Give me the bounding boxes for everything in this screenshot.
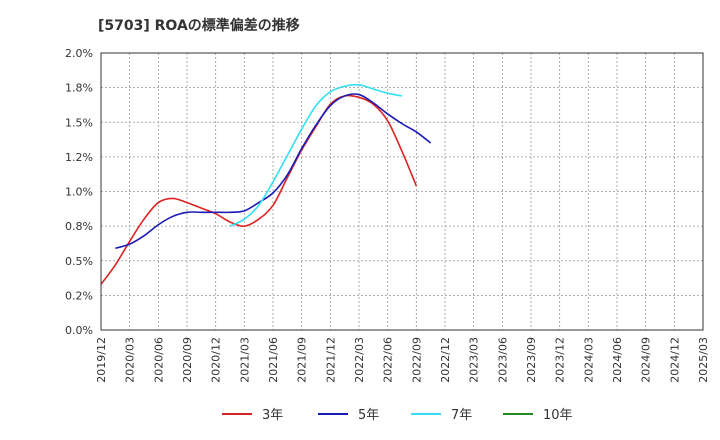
x-tick-labels: 2019/12 2020/03 2020/06 2020/09 2020/12 2021/… xyxy=(95,337,710,383)
y-tick-labels: 0.0% 0.2% 0.5% 0.8% 1.0% 1.2% 1.5% 1.8% 2.0% xyxy=(65,47,93,337)
x-tick-label: 2022/06 xyxy=(382,337,395,383)
y-tick-label: 1.5% xyxy=(65,116,93,129)
plot-frame xyxy=(100,52,704,331)
x-tick-label: 2020/03 xyxy=(124,337,137,383)
x-tick-label: 2024/06 xyxy=(611,337,624,383)
grid xyxy=(100,52,704,331)
x-tick-label: 2022/03 xyxy=(353,337,366,383)
x-tick-label: 2024/03 xyxy=(582,337,595,383)
x-tick-label: 2021/03 xyxy=(238,337,251,383)
legend: 3年 5年 7年 10年 xyxy=(222,408,573,423)
x-tick-label: 2021/06 xyxy=(267,337,280,383)
y-tick-label: 1.2% xyxy=(65,151,93,164)
series-line-2 xyxy=(115,93,432,250)
y-tick-label: 0.8% xyxy=(65,220,93,233)
x-tick-label: 2019/12 xyxy=(95,337,108,383)
y-tick-label: 1.0% xyxy=(65,186,93,199)
x-tick-label: 2023/03 xyxy=(468,337,481,383)
y-tick-label: 0.5% xyxy=(65,255,93,268)
x-tick-label: 2021/09 xyxy=(296,337,309,383)
x-tick-label: 2023/06 xyxy=(496,337,509,383)
series-line-1 xyxy=(100,94,418,285)
x-tick-label: 2022/12 xyxy=(439,337,452,383)
x-tick-label: 2020/06 xyxy=(152,337,165,383)
x-tick-label: 2023/12 xyxy=(554,337,567,383)
legend-label-4: 10年 xyxy=(543,408,573,423)
legend-label-1: 3年 xyxy=(262,408,283,423)
x-tick-label: 2023/09 xyxy=(525,337,538,383)
x-tick-label: 2024/09 xyxy=(640,337,653,383)
x-tick-label: 2022/09 xyxy=(410,337,423,383)
chart-title: [5703] ROAの標準偏差の推移 xyxy=(98,17,300,34)
x-tick-label: 2025/03 xyxy=(697,337,710,383)
x-tick-label: 2021/12 xyxy=(324,337,337,383)
y-tick-label: 0.2% xyxy=(65,289,93,302)
x-tick-label: 2020/09 xyxy=(181,337,194,383)
y-tick-label: 1.8% xyxy=(65,82,93,95)
series-line-3 xyxy=(229,83,403,227)
series-lines xyxy=(100,83,432,285)
legend-label-2: 5年 xyxy=(358,408,379,423)
x-tick-label: 2020/12 xyxy=(210,337,223,383)
y-tick-label: 0.0% xyxy=(65,324,93,337)
x-tick-label: 2024/12 xyxy=(668,337,681,383)
legend-label-3: 7年 xyxy=(451,408,472,423)
y-tick-label: 2.0% xyxy=(65,47,93,60)
